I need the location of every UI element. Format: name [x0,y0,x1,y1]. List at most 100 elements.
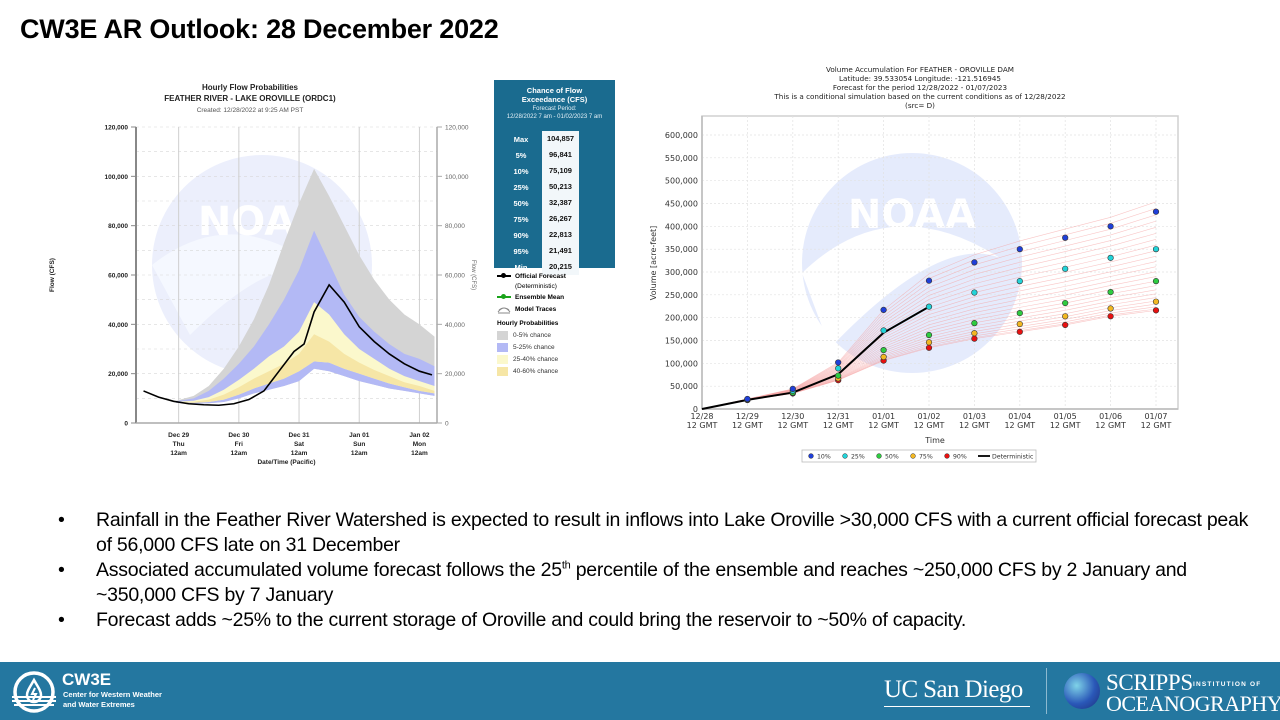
y-tick-label: 50,000 [670,382,698,391]
scripps-logo-line1: SCRIPPS [1106,670,1193,695]
exceedance-label: 25% [513,182,529,192]
y-tick-label: 450,000 [665,200,698,209]
y-tick-label-right: 60,000 [445,273,465,280]
y-tick-label: 0 [124,421,128,428]
bullet-glyph: • [58,559,65,581]
hourly-flow-chart: Hourly Flow Probabilities FEATHER RIVER … [40,75,480,475]
point-90pct [1062,321,1069,329]
legend-official-sub: (Deterministic) [515,283,557,290]
exceedance-title-2: Exceedance (CFS) [521,95,588,104]
x-axis-label: Time [924,436,945,445]
y-tick-label: 350,000 [665,245,698,254]
y-tick-label: 40,000 [108,322,128,329]
x-tick-label: Sat [294,441,305,448]
x-tick-label: 12am [351,450,368,457]
bullet-item: • Rainfall in the Feather River Watershe… [58,509,1249,556]
point-75pct [971,330,978,337]
y-tick-label: 120,000 [105,125,129,132]
summary-bullets: • Rainfall in the Feather River Watershe… [58,508,1258,633]
point-75pct [1062,313,1069,320]
exceedance-row: 50% 32,387 [502,195,608,211]
x-tick-label: Dec 30 [228,432,249,439]
x-tick-label: Mon [413,441,426,448]
y-tick-label-right: 120,000 [445,125,469,132]
band-label: 5-25% chance [513,343,555,351]
exceedance-label: Min [514,262,528,272]
point-75pct [1107,305,1114,312]
legend-marker [910,453,916,459]
x-tick-label: 01/04 [1008,412,1031,421]
x-axis-label: Date/Time (Pacific) [257,459,315,466]
x-tick-label: Sun [353,441,365,448]
ensemble-trace [701,201,1157,410]
exceedance-row: 5% 96,841 [502,147,608,163]
x-tick-label: Dec 31 [289,432,310,439]
exceedance-value: 96,841 [542,147,579,163]
y-tick-label: 500,000 [665,177,698,186]
x-tick-label: Thu [173,441,185,448]
x-tick-sublabel: 12 GMT [777,421,808,430]
volume-title-line: This is a conditional simulation based o… [774,92,1066,101]
point-10pct [1016,246,1023,253]
ucsd-logo: UC San Diego [884,676,1023,703]
x-tick-label: 01/02 [917,412,940,421]
legend-label: 75% [919,454,933,461]
y-tick-label: 80,000 [108,223,128,230]
official-forecast-line [143,283,433,407]
x-tick-label: Jan 01 [349,432,370,439]
y-tick-label: 200,000 [665,314,698,323]
point-10pct [1062,234,1069,241]
slide-title: CW3E AR Outlook: 28 December 2022 [20,14,499,44]
exceedance-title-1: Chance of Flow [526,86,583,95]
x-tick-label: 12/29 [736,412,759,421]
point-75pct [1016,320,1023,328]
exceedance-rows: Max 104,857 5% 96,841 10% 75,109 25% 50,213 50% 3… [502,131,608,275]
x-tick-label: Fri [235,441,244,448]
legend-marker [808,453,814,459]
band-swatch [497,354,508,364]
footer-bar: CW3E Center for Western Weather and Water… [0,662,1280,720]
exceedance-value: 104,857 [542,131,579,147]
forecast-period: 12/28/2022 7 am - 01/02/2023 7 am [506,114,603,120]
exceedance-value: 21,491 [542,243,579,259]
point-25pct [880,327,887,334]
x-tick-sublabel: 12 GMT [823,421,854,430]
x-tick-label: 12am [170,450,187,457]
legend-label: 50% [885,454,899,461]
y-tick-label: 100,000 [105,174,129,181]
point-10pct [1107,223,1114,230]
legend-marker [876,453,882,459]
y-tick-label: 600,000 [665,131,698,140]
point-10pct [925,277,933,284]
point-10pct [789,385,796,393]
legend-ensemble-mean: Ensemble Mean [497,291,617,303]
exceedance-row: Min 20,215 [502,259,608,275]
x-tick-label: 01/03 [963,412,986,421]
y-tick-label-right: 20,000 [445,371,465,378]
y-tick-label: 0 [693,405,698,414]
exceedance-value: 20,215 [542,259,579,275]
y-axis-label-right: Flow (CFS) [470,260,476,290]
volume-title-line: Forecast for the period 12/28/2022 - 01/… [832,83,1008,92]
point-10pct [1152,208,1160,215]
x-tick-sublabel: 12 GMT [1095,421,1126,430]
y-tick-label: 100,000 [665,359,698,368]
band-swatch [497,342,508,352]
volume-title-line: Latitude: 39.533054 Longitude: -121.5169… [839,74,1001,83]
black-line-marker-icon [497,273,511,278]
legend-label: 10% [817,454,831,461]
flow-chart-legend: Official Forecast (Deterministic) Ensemb… [497,270,617,377]
x-tick-sublabel: 12 GMT [1050,421,1081,430]
footer-divider [1046,668,1047,714]
bullet-item: • Associated accumulated volume forecast… [58,559,1187,606]
noaa-watermark-text: NOAA [848,192,976,238]
cw3e-subtitle: Center for Western Weather and Water Extr… [63,690,162,709]
scripps-logo-institution: INSTITUTION OF [1193,681,1262,688]
scripps-logo-line2: OCEANOGRAPHY [1106,691,1280,716]
point-90pct [1016,328,1023,335]
y-tick-label: 300,000 [665,268,698,277]
y-tick-label: 60,000 [108,273,128,280]
x-tick-sublabel: 12 GMT [959,421,990,430]
legend-label: Deterministic [992,454,1034,461]
x-tick-label: Jan 02 [409,432,430,439]
